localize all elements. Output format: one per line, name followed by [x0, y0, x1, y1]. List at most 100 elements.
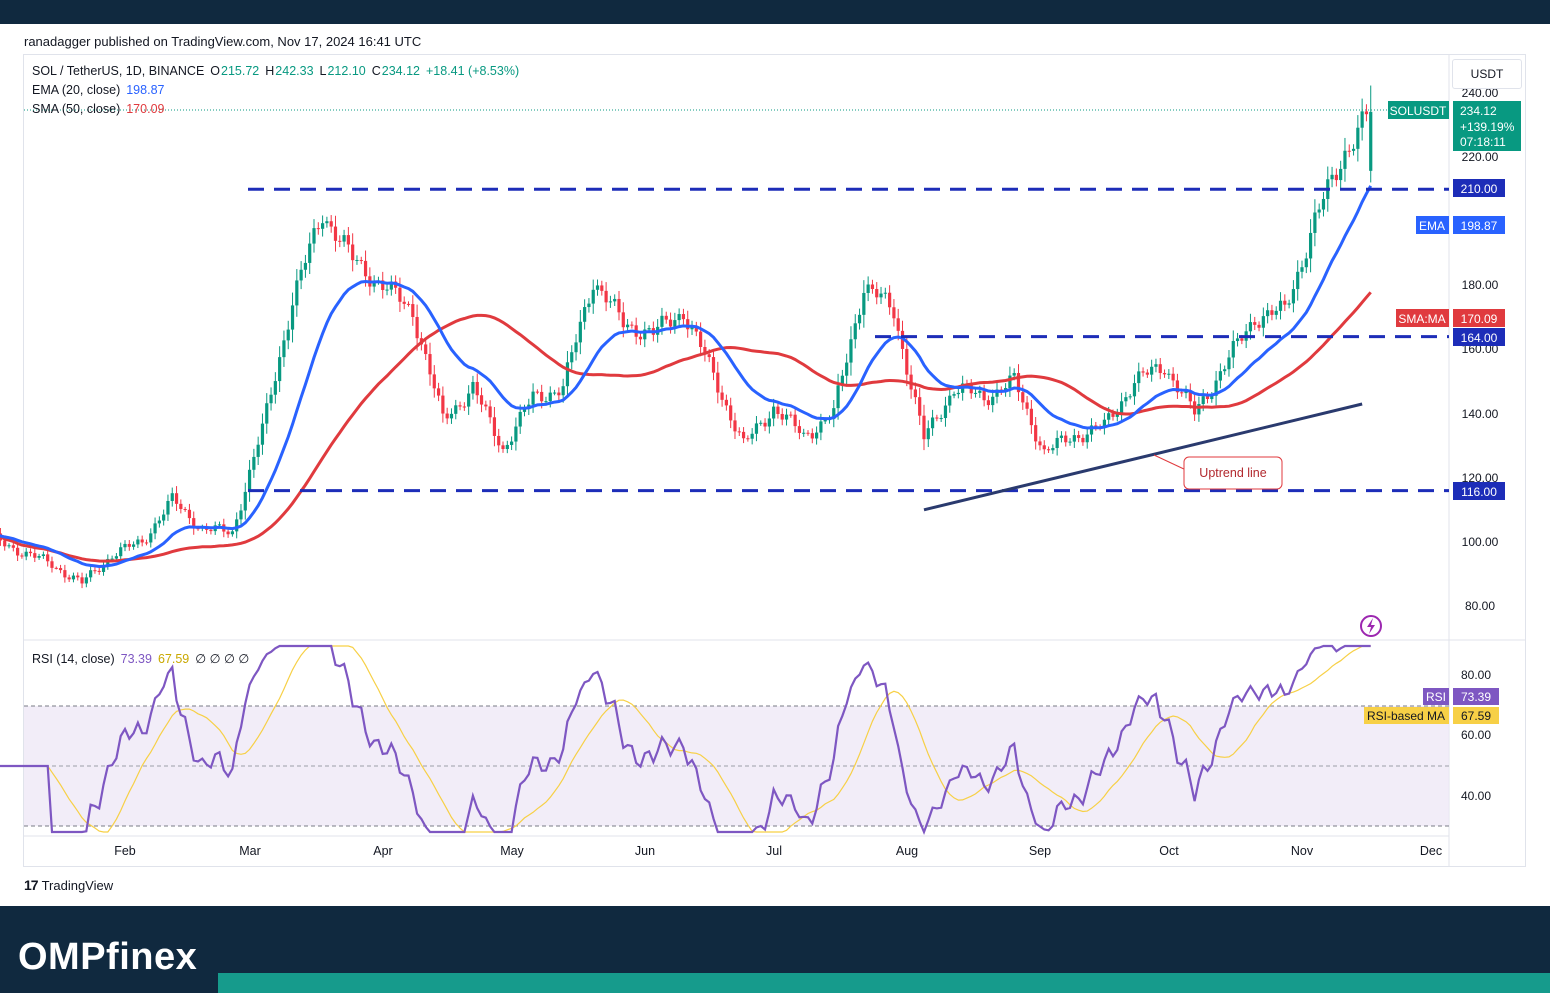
legend-sma[interactable]: SMA (50, close) 170.09 — [32, 102, 170, 116]
candle-body — [406, 303, 411, 305]
level-tag-116-text: 116.00 — [1461, 485, 1497, 499]
candle-body — [101, 565, 106, 572]
candle-body — [28, 551, 33, 554]
candle-body — [488, 406, 492, 418]
symbol-tag — [1388, 101, 1449, 119]
candle-body — [814, 432, 819, 439]
candle-body — [1240, 338, 1244, 341]
candle-body — [462, 406, 466, 408]
candle-body — [454, 405, 458, 414]
candle-body — [1261, 316, 1265, 328]
candle-body — [522, 409, 527, 412]
legend-open: 215.72 — [221, 64, 260, 78]
candle-body — [935, 417, 939, 419]
legend-l-label: L — [319, 64, 327, 78]
time-tick: Mar — [239, 844, 261, 858]
candle-body — [552, 392, 557, 394]
candle-body — [424, 344, 428, 355]
time-tick: Jul — [766, 844, 782, 858]
tradingview-watermark[interactable]: 17 TradingView — [24, 877, 113, 893]
candle-body — [140, 539, 144, 543]
candle-body — [729, 405, 733, 421]
candle-body — [230, 531, 234, 535]
rsi-ma-name-tag — [1364, 707, 1449, 724]
candle-body — [660, 315, 664, 327]
candle-body — [1012, 373, 1016, 376]
candle-body — [870, 284, 875, 289]
top-bar — [0, 0, 1550, 24]
candle-body — [1218, 371, 1222, 381]
candle-body — [187, 509, 192, 519]
legend-close: 234.12 — [381, 64, 420, 78]
candle-body — [982, 390, 986, 401]
annotation-pointer — [1153, 454, 1187, 471]
legend-ema[interactable]: EMA (20, close) 198.87 — [32, 83, 170, 97]
candle-body — [1150, 366, 1154, 375]
ema-value-tag — [1453, 216, 1505, 234]
rsi-ma-name-tag-text: RSI-based MA — [1367, 709, 1445, 723]
published-caption: ranadagger published on TradingView.com,… — [24, 34, 422, 49]
annotation-box[interactable] — [1183, 456, 1283, 490]
rsi-tick: 60.00 — [1461, 728, 1491, 742]
candle-body — [351, 244, 355, 261]
candle-body — [20, 555, 24, 557]
candle-body — [278, 357, 282, 382]
candle-body — [441, 395, 445, 414]
candle-body — [913, 389, 917, 398]
candle-body — [711, 357, 716, 373]
candle-body — [492, 417, 497, 436]
candle-body — [235, 519, 239, 532]
candle-body — [411, 304, 415, 317]
candle-body — [501, 445, 505, 450]
candle-body — [1029, 408, 1033, 426]
level-tag-210-text: 210.00 — [1461, 182, 1498, 196]
candle-body — [716, 372, 720, 393]
candle-body — [1081, 437, 1085, 443]
last-price-tag — [1453, 101, 1521, 151]
candle-body — [1266, 310, 1270, 317]
legend-rsi-value: 73.39 — [120, 652, 152, 666]
candle-body — [1046, 449, 1051, 451]
legend-rsi-extra: ∅ ∅ ∅ ∅ — [195, 652, 250, 666]
symbol-tag-text: SOLUSDT — [1390, 104, 1447, 118]
candle-body — [174, 493, 179, 504]
level-tag-116 — [1453, 482, 1505, 500]
price-tick: 140.00 — [1462, 407, 1499, 421]
currency-selector[interactable]: USDT — [1452, 59, 1522, 89]
candle-body — [1162, 373, 1167, 375]
candle-body — [797, 426, 802, 433]
candle-body — [548, 392, 552, 402]
bar-countdown: 07:18:11 — [1460, 135, 1506, 149]
candle-body — [1124, 397, 1128, 402]
candle-body — [875, 288, 879, 298]
candle-body — [37, 556, 41, 558]
candle-body — [273, 381, 277, 395]
candle-body — [544, 401, 548, 403]
candle-body — [415, 316, 419, 339]
lightning-icon[interactable] — [1360, 615, 1382, 637]
candle-body — [372, 281, 376, 287]
rsi-value-tag-text: 73.39 — [1461, 690, 1491, 704]
legend-symbol[interactable]: SOL / TetherUS, 1D, BINANCE — [32, 64, 205, 78]
candle-body — [1300, 267, 1304, 272]
candle-body — [1051, 448, 1055, 451]
candle-body — [1210, 395, 1214, 400]
candle-body — [853, 323, 857, 340]
candle-body — [123, 543, 127, 548]
candle-body — [737, 431, 741, 433]
candle-body — [217, 524, 222, 526]
candle-body — [1072, 435, 1076, 442]
level-tag-164 — [1453, 328, 1505, 346]
candle-body — [114, 556, 119, 559]
candle-body — [1235, 338, 1240, 342]
candle-body — [1223, 369, 1227, 372]
candle-body — [767, 418, 771, 427]
candle-body — [299, 269, 303, 281]
time-tick: Sep — [1029, 844, 1051, 858]
candlestick-series — [0, 85, 1373, 589]
candle-body — [136, 539, 140, 545]
legend-rsi[interactable]: RSI (14, close) 73.39 67.59 ∅ ∅ ∅ ∅ — [32, 651, 255, 666]
candle-body — [789, 414, 793, 416]
candle-body — [514, 426, 518, 442]
candle-body — [1296, 271, 1300, 290]
